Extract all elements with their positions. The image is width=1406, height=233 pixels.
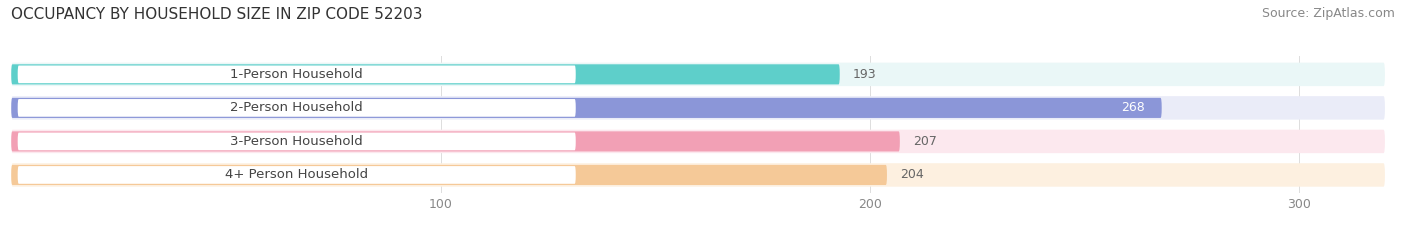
Text: 2-Person Household: 2-Person Household — [231, 101, 363, 114]
Text: 207: 207 — [912, 135, 936, 148]
FancyBboxPatch shape — [11, 98, 1161, 118]
Text: 1-Person Household: 1-Person Household — [231, 68, 363, 81]
FancyBboxPatch shape — [11, 64, 839, 84]
FancyBboxPatch shape — [11, 63, 1385, 86]
FancyBboxPatch shape — [18, 166, 575, 184]
Text: OCCUPANCY BY HOUSEHOLD SIZE IN ZIP CODE 52203: OCCUPANCY BY HOUSEHOLD SIZE IN ZIP CODE … — [11, 7, 423, 22]
FancyBboxPatch shape — [11, 131, 900, 151]
FancyBboxPatch shape — [18, 65, 575, 83]
FancyBboxPatch shape — [11, 165, 887, 185]
FancyBboxPatch shape — [11, 163, 1385, 187]
FancyBboxPatch shape — [18, 99, 575, 117]
FancyBboxPatch shape — [11, 96, 1385, 120]
Text: 268: 268 — [1121, 101, 1144, 114]
Text: 3-Person Household: 3-Person Household — [231, 135, 363, 148]
Text: Source: ZipAtlas.com: Source: ZipAtlas.com — [1261, 7, 1395, 20]
FancyBboxPatch shape — [18, 133, 575, 150]
FancyBboxPatch shape — [11, 130, 1385, 153]
Text: 204: 204 — [900, 168, 924, 182]
Text: 4+ Person Household: 4+ Person Household — [225, 168, 368, 182]
Text: 193: 193 — [852, 68, 876, 81]
